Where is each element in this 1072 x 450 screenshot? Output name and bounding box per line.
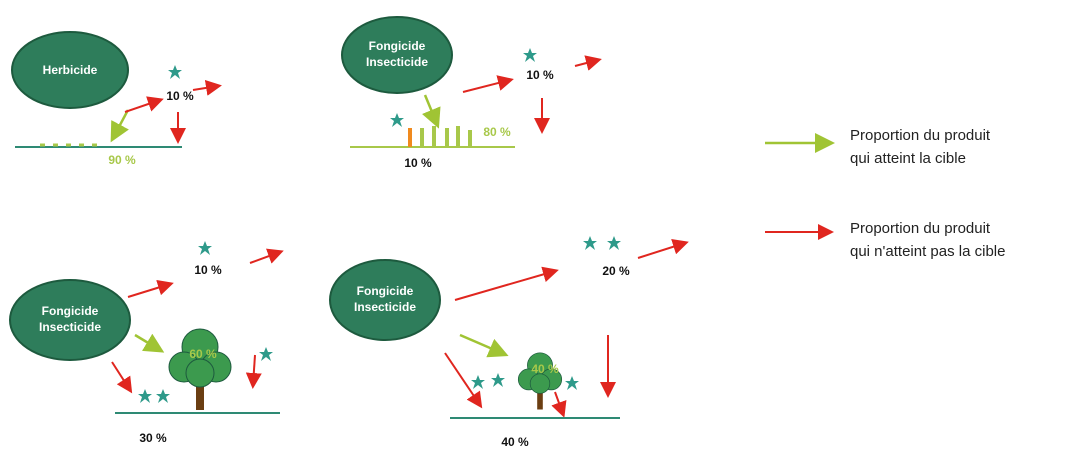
star [168, 65, 182, 79]
loss-arrow [455, 271, 555, 300]
product-label: Fongicide [369, 39, 426, 53]
loss-arrow [555, 392, 563, 414]
target-pct: 40 % [531, 362, 559, 376]
star [390, 113, 404, 127]
legend-text: qui atteint la cible [850, 150, 966, 167]
star [471, 375, 485, 389]
star [565, 376, 579, 390]
panel-fongicide-3: Fongicide Insecticide 20 % 40 % 40 % [330, 236, 685, 449]
legend-text: Proportion du produit [850, 220, 991, 237]
tree [169, 329, 231, 410]
star [491, 373, 505, 387]
target-pct: 80 % [483, 125, 511, 139]
panel-fongicide-1: Fongicide Insecticide 10 % 80 % 10 % [342, 17, 598, 170]
product-label: Insecticide [366, 55, 428, 69]
lost-pct: 10 % [526, 68, 554, 82]
loss-arrow [463, 80, 510, 92]
star [259, 347, 273, 361]
product-label: Insecticide [39, 320, 101, 334]
soil-pct: 10 % [404, 156, 432, 170]
soil-pct: 30 % [139, 431, 167, 445]
star [583, 236, 597, 250]
loss-arrow [253, 355, 255, 385]
star [607, 236, 621, 250]
target-arrow [113, 110, 128, 138]
loss-arrow [125, 100, 160, 112]
legend-text: Proportion du produit [850, 127, 991, 144]
target-arrow [425, 95, 437, 124]
diagram: Herbicide 10 % 90 % Fongicide Insecticid… [0, 0, 1072, 450]
loss-arrow [128, 284, 170, 297]
panel-fongicide-2: Fongicide Insecticide 10 % 60 % 30 % [10, 241, 280, 445]
product-label: Fongicide [42, 304, 99, 318]
star [523, 48, 537, 62]
lost-pct: 20 % [602, 264, 630, 278]
target-arrow [135, 335, 160, 350]
loss-arrow [112, 362, 130, 390]
product-label: Insecticide [354, 300, 416, 314]
legend-text: qui n'atteint pas la cible [850, 243, 1005, 260]
panel-herbicide: Herbicide 10 % 90 % [12, 32, 218, 167]
star [198, 241, 212, 255]
target-pct: 60 % [189, 347, 217, 361]
star [138, 389, 152, 403]
target-pct: 90 % [108, 153, 136, 167]
product-label: Fongicide [357, 284, 414, 298]
legend: Proportion du produit qui atteint la cib… [765, 127, 1005, 260]
star [156, 389, 170, 403]
loss-arrow [193, 86, 218, 90]
product-label: Herbicide [43, 63, 98, 77]
loss-arrow [638, 243, 685, 258]
loss-arrow [575, 60, 598, 66]
loss-arrow [250, 252, 280, 263]
crop [422, 126, 470, 147]
loss-arrow [445, 353, 480, 405]
target-arrow [460, 335, 504, 354]
lost-pct: 10 % [194, 263, 222, 277]
soil-pct: 40 % [501, 435, 529, 449]
lost-pct: 10 % [166, 89, 194, 103]
